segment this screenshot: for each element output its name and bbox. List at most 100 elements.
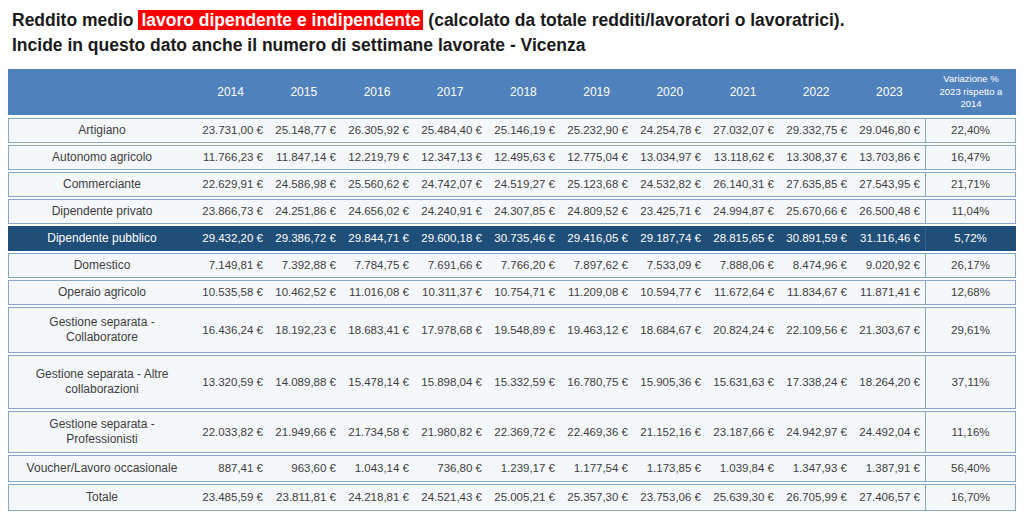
variation-cell: 16,70% xyxy=(925,485,1015,510)
value-cell: 15.631,63 € xyxy=(706,375,779,389)
table-header-row: 2014201520162017201820192020202120222023… xyxy=(8,69,1016,115)
year-header-2014: 2014 xyxy=(194,85,267,99)
table-row: Commerciante22.629,91 €24.586,98 €25.560… xyxy=(8,172,1016,197)
row-label-cell: Commerciante xyxy=(9,176,195,193)
year-header-2019: 2019 xyxy=(560,85,633,99)
row-label-cell: Totale xyxy=(9,489,195,506)
value-cell: 26.705,99 € xyxy=(779,490,852,504)
value-cell: 18.264,20 € xyxy=(852,375,925,389)
variation-cell: 16,47% xyxy=(925,146,1015,169)
value-cell: 18.684,67 € xyxy=(633,323,706,337)
value-cell: 736,80 € xyxy=(414,461,487,475)
value-cell: 11.209,08 € xyxy=(560,285,633,299)
value-cell: 13.320,59 € xyxy=(195,375,268,389)
value-cell: 1.347,93 € xyxy=(779,461,852,475)
table-row: Operaio agricolo10.535,58 €10.462,52 €11… xyxy=(8,280,1016,305)
row-label-cell: Voucher/Lavoro occasionale xyxy=(9,460,195,477)
table-row: Gestione separata - Collaboratore16.436,… xyxy=(8,307,1016,353)
title-prefix: Reddito medio xyxy=(12,10,138,30)
value-cell: 13.703,86 € xyxy=(852,150,925,164)
year-header-2017: 2017 xyxy=(414,85,487,99)
value-cell: 24.586,98 € xyxy=(268,177,341,191)
row-label-cell: Dipendente privato xyxy=(9,203,195,220)
value-cell: 24.251,86 € xyxy=(268,204,341,218)
table-row: Totale23.485,59 €23.811,81 €24.218,81 €2… xyxy=(8,484,1016,511)
value-cell: 24.519,27 € xyxy=(487,177,560,191)
table-row: Dipendente privato23.866,73 €24.251,86 €… xyxy=(8,199,1016,224)
value-cell: 11.766,23 € xyxy=(195,150,268,164)
value-cell: 23.485,59 € xyxy=(195,490,268,504)
value-cell: 11.834,67 € xyxy=(779,285,852,299)
value-cell: 19.548,89 € xyxy=(487,323,560,337)
variation-cell: 11,04% xyxy=(925,200,1015,223)
value-cell: 7.897,62 € xyxy=(560,258,633,272)
value-cell: 14.089,88 € xyxy=(268,375,341,389)
variation-cell: 11,16% xyxy=(925,412,1015,452)
value-cell: 29.046,80 € xyxy=(852,123,925,137)
income-table: 2014201520162017201820192020202120222023… xyxy=(8,69,1016,511)
variation-header-cell: Variazione % 2023 rispetto a 2014 xyxy=(926,71,1016,112)
value-cell: 27.406,57 € xyxy=(852,490,925,504)
value-cell: 7.691,66 € xyxy=(414,258,487,272)
value-cell: 16.780,75 € xyxy=(560,375,633,389)
value-cell: 27.543,95 € xyxy=(852,177,925,191)
value-cell: 10.754,71 € xyxy=(487,285,560,299)
value-cell: 18.192,23 € xyxy=(268,323,341,337)
value-cell: 30.891,59 € xyxy=(779,231,852,245)
value-cell: 7.533,09 € xyxy=(633,258,706,272)
value-cell: 8.474,96 € xyxy=(779,258,852,272)
table-row: Domestico7.149,81 €7.392,88 €7.784,75 €7… xyxy=(8,253,1016,278)
value-cell: 29.432,20 € xyxy=(195,231,268,245)
year-header-2021: 2021 xyxy=(706,85,779,99)
row-label-cell: Gestione separata - Collaboratore xyxy=(9,314,195,346)
value-cell: 19.463,12 € xyxy=(560,323,633,337)
table-row: Gestione separata - Professionisti22.033… xyxy=(8,411,1016,453)
value-cell: 25.357,30 € xyxy=(560,490,633,504)
value-cell: 24.742,07 € xyxy=(414,177,487,191)
value-cell: 7.888,06 € xyxy=(706,258,779,272)
value-cell: 24.521,43 € xyxy=(414,490,487,504)
value-cell: 7.149,81 € xyxy=(195,258,268,272)
value-cell: 20.824,24 € xyxy=(706,323,779,337)
report-page: Reddito medio lavoro dipendente e indipe… xyxy=(0,0,1024,519)
value-cell: 29.600,18 € xyxy=(414,231,487,245)
value-cell: 10.535,58 € xyxy=(195,285,268,299)
value-cell: 29.332,75 € xyxy=(779,123,852,137)
value-cell: 23.731,00 € xyxy=(195,123,268,137)
value-cell: 25.148,77 € xyxy=(268,123,341,137)
year-header-2018: 2018 xyxy=(487,85,560,99)
value-cell: 7.392,88 € xyxy=(268,258,341,272)
value-cell: 23.811,81 € xyxy=(268,490,341,504)
value-cell: 887,41 € xyxy=(195,461,268,475)
value-cell: 9.020,92 € xyxy=(852,258,925,272)
variation-cell: 12,68% xyxy=(925,281,1015,304)
year-header-2016: 2016 xyxy=(340,85,413,99)
variation-cell: 5,72% xyxy=(925,227,1015,250)
value-cell: 11.016,08 € xyxy=(341,285,414,299)
value-cell: 10.594,77 € xyxy=(633,285,706,299)
year-header-2015: 2015 xyxy=(267,85,340,99)
value-cell: 24.254,78 € xyxy=(633,123,706,137)
value-cell: 24.994,87 € xyxy=(706,204,779,218)
value-cell: 25.005,21 € xyxy=(487,490,560,504)
variation-cell: 21,71% xyxy=(925,173,1015,196)
value-cell: 28.815,65 € xyxy=(706,231,779,245)
value-cell: 17.338,24 € xyxy=(779,375,852,389)
table-row: Dipendente pubblico29.432,20 €29.386,72 … xyxy=(8,226,1016,251)
value-cell: 25.560,62 € xyxy=(341,177,414,191)
value-cell: 21.980,82 € xyxy=(414,425,487,439)
value-cell: 1.239,17 € xyxy=(487,461,560,475)
value-cell: 16.436,24 € xyxy=(195,323,268,337)
value-cell: 11.871,41 € xyxy=(852,285,925,299)
value-cell: 7.766,20 € xyxy=(487,258,560,272)
value-cell: 24.809,52 € xyxy=(560,204,633,218)
value-cell: 23.187,66 € xyxy=(706,425,779,439)
value-cell: 22.109,56 € xyxy=(779,323,852,337)
value-cell: 15.332,59 € xyxy=(487,375,560,389)
value-cell: 23.425,71 € xyxy=(633,204,706,218)
value-cell: 27.032,07 € xyxy=(706,123,779,137)
value-cell: 31.116,46 € xyxy=(852,231,925,245)
value-cell: 15.898,04 € xyxy=(414,375,487,389)
value-cell: 29.416,05 € xyxy=(560,231,633,245)
value-cell: 24.218,81 € xyxy=(341,490,414,504)
